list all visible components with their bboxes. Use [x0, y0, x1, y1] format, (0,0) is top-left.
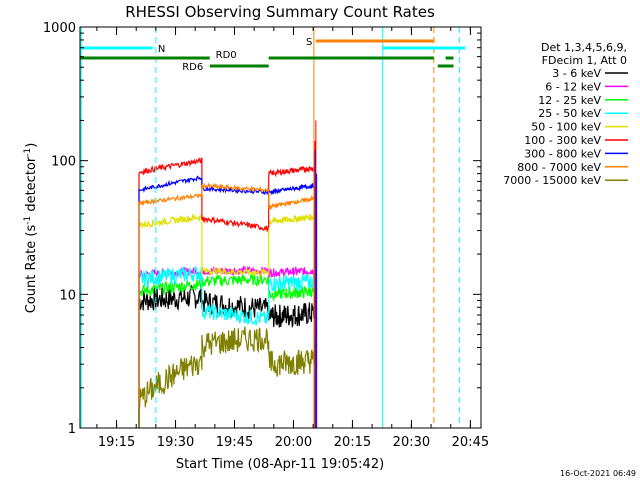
y-tick-label-2: 100 [51, 155, 76, 170]
y-axis-label: Count Rate (s-1 detector-1) [23, 143, 39, 314]
series-line-3 [138, 254, 316, 428]
legend-label-0: 3 - 6 keV [552, 67, 601, 80]
legend-label-5: 100 - 300 keV [524, 134, 601, 147]
series-3 [138, 254, 316, 428]
series-0 [138, 284, 316, 428]
series-line-0 [138, 284, 316, 428]
vertical-markers [80, 27, 460, 428]
x-tick-label-3: 20:00 [275, 435, 312, 450]
interval-label-2: RD0 [216, 50, 237, 61]
legend: Det 1,3,4,5,6,9,FDecim 1, Att 03 - 6 keV… [503, 41, 628, 187]
legend-label-3: 25 - 50 keV [538, 107, 601, 120]
series-line-8 [138, 326, 316, 428]
series-line-6 [138, 158, 316, 428]
axis-ticks: 19:15 19:30 19:45 20:00 20:15 20:30 20:45 1 10 10… [43, 21, 489, 450]
x-tick-label-5: 20:30 [393, 435, 430, 450]
series-line-4 [138, 189, 316, 428]
series-line-2 [138, 264, 316, 428]
interval-label-3: RD6 [182, 62, 203, 73]
legend-label-4: 50 - 100 keV [531, 121, 601, 134]
series-5 [138, 140, 316, 428]
series-4 [138, 189, 316, 428]
series-line-5 [138, 140, 316, 428]
legend-label-2: 12 - 25 keV [538, 94, 601, 107]
series-7 [138, 171, 316, 428]
x-tick-label-1: 19:30 [157, 435, 194, 450]
x-tick-label-2: 19:45 [216, 435, 253, 450]
y-tick-label-3: 1000 [43, 21, 76, 36]
legend-header-0: Det 1,3,4,5,6,9, [541, 41, 627, 54]
legend-label-7: 800 - 7000 keV [517, 161, 601, 174]
plot-frame [79, 26, 482, 429]
series-2 [138, 264, 316, 428]
y-tick-label-1: 10 [59, 288, 76, 303]
legend-header-1: FDecim 1, Att 0 [542, 54, 627, 67]
legend-label-6: 300 - 800 keV [524, 147, 601, 160]
x-tick-label-6: 20:45 [452, 435, 489, 450]
series-8 [138, 326, 316, 428]
x-tick-label-4: 20:15 [334, 435, 371, 450]
interval-label-1: S [306, 37, 312, 48]
series-6 [138, 158, 316, 428]
timestamp: 16-Oct-2021 06:49 [560, 469, 636, 478]
x-axis-label: Start Time (08-Apr-11 19:05:42) [176, 457, 384, 472]
series-layer [138, 120, 318, 428]
interval-label-0: N [158, 44, 165, 55]
legend-label-8: 7000 - 15000 keV [503, 174, 601, 187]
y-tick-label-0: 1 [68, 422, 76, 437]
legend-label-1: 6 - 12 keV [545, 80, 601, 93]
chart-title: RHESSI Observing Summary Count Rates [125, 3, 435, 21]
interval-bars: N S RD0 RD6 [80, 37, 466, 73]
x-tick-label-0: 19:15 [98, 435, 135, 450]
series-line-7 [138, 171, 316, 428]
